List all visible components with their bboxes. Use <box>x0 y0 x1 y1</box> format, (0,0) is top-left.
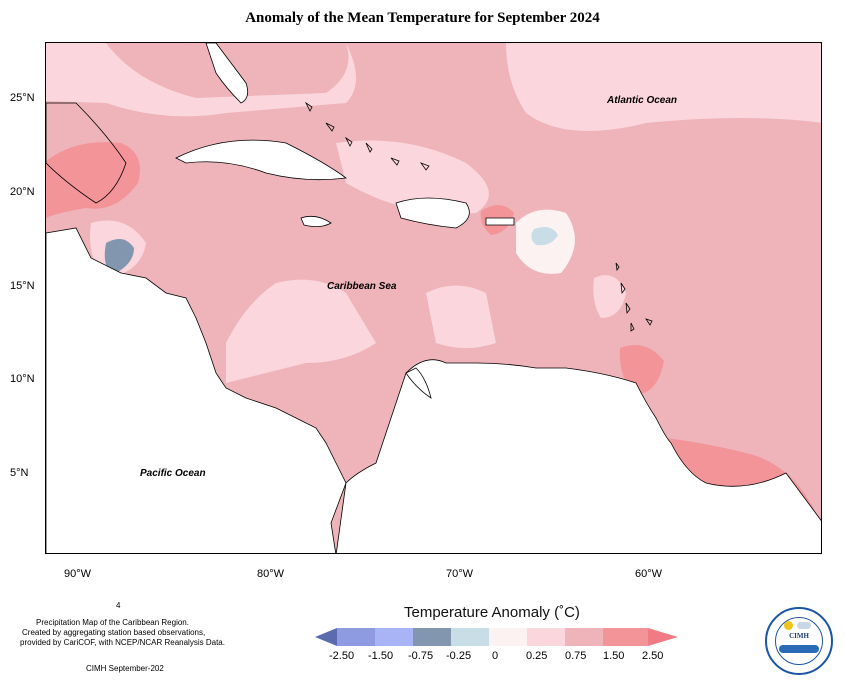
x-label-70w: 70°W <box>446 568 474 580</box>
anomaly-map <box>46 43 821 553</box>
label-atlantic-ocean: Atlantic Ocean <box>607 95 678 106</box>
land-lake-maracaibo <box>405 367 432 399</box>
legend-seg-7 <box>565 628 603 646</box>
land-florida <box>205 43 249 104</box>
y-label-25n: 25°N <box>10 92 35 104</box>
legend-title: Temperature Anomaly (˚C) <box>404 604 580 621</box>
land-central-america <box>46 227 347 553</box>
logo-text: CIMH <box>789 632 809 640</box>
x-label-90w: 90°W <box>64 568 92 580</box>
map-title: Anomaly of the Mean Temperature for Sept… <box>245 10 600 26</box>
legend-seg-3 <box>413 628 451 646</box>
land-hispaniola <box>395 197 470 229</box>
land-south-america <box>335 359 821 553</box>
land-puerto-rico <box>485 217 515 226</box>
map-panel: Atlantic Ocean Caribbean Sea Pacific Oce… <box>45 42 822 554</box>
x-label-60w: 60°W <box>635 568 663 580</box>
x-label-80w: 80°W <box>257 568 285 580</box>
legend-tick-1: -1.50 <box>368 650 394 662</box>
legend-seg-4 <box>451 628 489 646</box>
anomaly-cool-belize <box>104 239 134 273</box>
legend-tick-7: 1.50 <box>603 650 625 662</box>
legend-tick-5: 0.25 <box>526 650 548 662</box>
anomaly-light-leewards <box>593 275 626 318</box>
footnote-line2: Created by aggregating station based obs… <box>22 628 206 637</box>
anomaly-light-central <box>426 285 496 348</box>
anomaly-light-north-east <box>506 43 821 131</box>
legend-tick-8: 2.50 <box>642 650 664 662</box>
legend-seg-5 <box>489 628 527 646</box>
legend-seg-9 <box>648 628 678 646</box>
y-label-10n: 10°N <box>10 373 35 385</box>
legend-tick-6: 0.75 <box>565 650 587 662</box>
anomaly-warm-yucatan <box>46 142 140 218</box>
legend-colorbar-svg <box>315 628 678 646</box>
footnote-page-num: 4 <box>116 601 121 610</box>
y-label-20n: 20°N <box>10 186 35 198</box>
legend-seg-8 <box>603 628 648 646</box>
land-cuba <box>175 139 348 181</box>
anomaly-cool-pr <box>531 227 558 246</box>
legend-tick-2: -0.75 <box>408 650 434 662</box>
footnote-line3: provided by CariCOF, with NCEP/NCAR Rean… <box>20 638 225 647</box>
land-jamaica <box>300 215 332 227</box>
wave-icon <box>779 645 819 653</box>
legend-seg-6 <box>527 628 565 646</box>
footnote-line1: Precipitation Map of the Caribbean Regio… <box>36 618 189 627</box>
legend-tick-4: 0 <box>492 650 499 662</box>
land-yucatan-outline <box>46 102 127 204</box>
anomaly-light-central-west <box>226 279 376 383</box>
legend-colorbar <box>315 628 678 646</box>
sun-icon <box>784 621 793 630</box>
legend-seg-2 <box>375 628 413 646</box>
y-label-15n: 15°N <box>10 280 35 292</box>
label-caribbean-sea: Caribbean Sea <box>327 281 397 292</box>
footnote-credit: CIMH September-202 <box>86 664 164 673</box>
cloud-icon <box>797 622 811 629</box>
y-label-5n: 5°N <box>10 467 29 479</box>
legend-tick-3: -0.25 <box>446 650 472 662</box>
cimh-logo: CIMH <box>765 607 833 675</box>
legend-seg-1 <box>337 628 375 646</box>
anomaly-light-bahamas <box>336 140 489 214</box>
island-chain <box>304 101 653 332</box>
legend-seg-0 <box>315 628 337 646</box>
legend-tick-0: -2.50 <box>329 650 355 662</box>
label-pacific-ocean: Pacific Ocean <box>140 468 206 479</box>
